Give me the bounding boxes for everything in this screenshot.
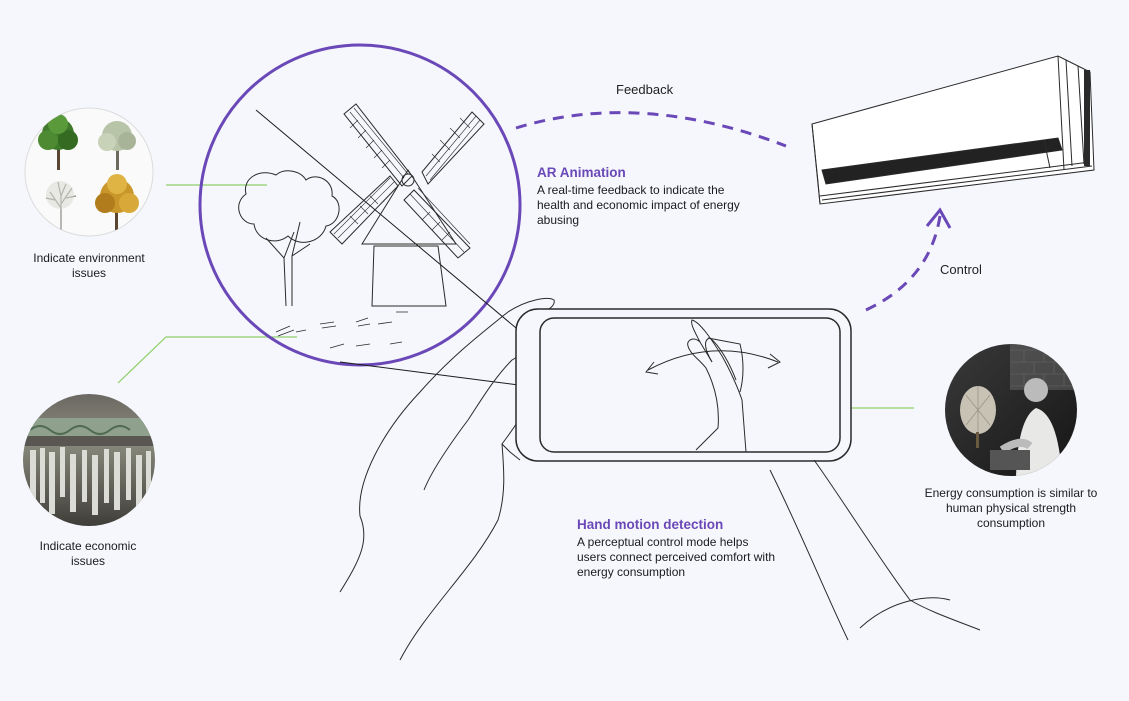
feedback-label: Feedback	[616, 82, 674, 97]
control-label: Control	[940, 262, 982, 277]
trees-photo	[24, 107, 154, 237]
ar-animation-block: AR Animation A real-time feedback to ind…	[537, 164, 747, 228]
ar-animation-description: A real-time feedback to indicate the hea…	[537, 183, 740, 227]
hand-motion-block: Hand motion detection A perceptual contr…	[577, 516, 777, 580]
feedback-arrow	[515, 111, 787, 148]
hand-motion-title: Hand motion detection	[577, 517, 724, 532]
economic-label: Indicate economic issues	[39, 539, 137, 568]
windmill-tree-illustration	[238, 103, 485, 349]
ar-animation-title: AR Animation	[537, 165, 626, 180]
environment-label: Indicate environment issues	[33, 251, 145, 280]
hand-phone-illustration	[339, 298, 981, 661]
energy-human-label: Energy consumption is similar to human p…	[924, 486, 1098, 530]
hand-motion-description: A perceptual control mode helps users co…	[577, 535, 776, 579]
control-arrow	[865, 207, 952, 312]
air-conditioner-illustration	[811, 55, 1095, 205]
money-photo	[23, 394, 155, 526]
fan-man-photo	[945, 344, 1077, 476]
